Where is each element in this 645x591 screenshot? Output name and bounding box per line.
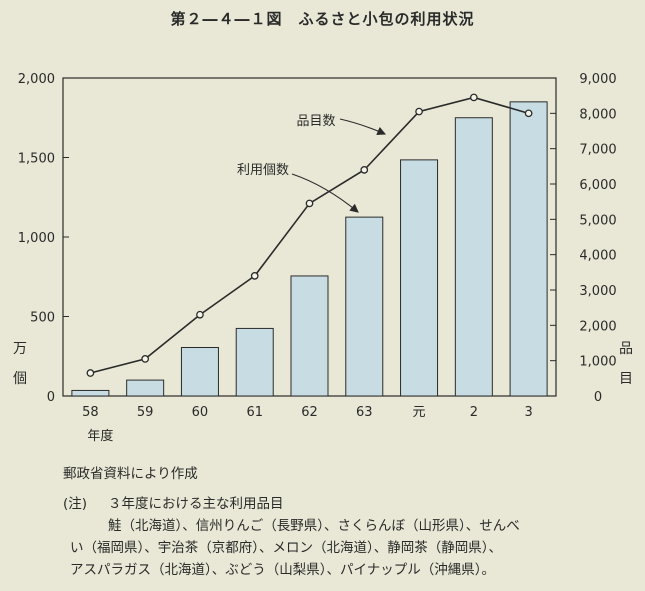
bar: [71, 389, 110, 397]
line-point: [250, 272, 259, 280]
left-axis-unit: 個: [13, 371, 27, 387]
note-heading: ３年度における主な利用品目: [108, 496, 284, 512]
x-tick-label: 61: [246, 405, 263, 420]
left-tick-label: 1,500: [18, 152, 55, 167]
bar: [126, 379, 165, 397]
x-tick-label: 元: [413, 405, 426, 420]
bar: [400, 159, 439, 397]
x-tick-label: 60: [192, 405, 209, 420]
note-line-1: 鮭（北海道）、信州りんご（長野県）、さくらんぼ（山形県）、せんべ: [108, 518, 520, 534]
right-tick-label: 6,000: [579, 178, 616, 193]
bar: [180, 347, 219, 397]
chart-title: 第２―４―１図 ふるさと小包の利用状況: [170, 10, 475, 28]
note-line-2: い（福岡県）、宇治茶（京都府）、メロン（北海道）、静岡茶（静岡県）、: [70, 540, 502, 556]
bar: [454, 117, 493, 397]
line-point: [524, 109, 533, 118]
source-note: 郵政省資料により作成: [63, 466, 198, 482]
x-axis-label: 年度: [87, 428, 113, 444]
line-series-annotation: 品目数: [296, 114, 335, 129]
right-tick-label: 8,000: [579, 107, 616, 122]
x-tick-label: 63: [356, 405, 373, 420]
line-point: [415, 107, 423, 116]
annotation-arrow: [339, 118, 387, 135]
right-axis-unit: 目: [619, 371, 633, 387]
x-tick-label: 58: [82, 405, 99, 420]
annotation-arrow: [291, 173, 359, 213]
right-tick-label: 9,000: [579, 72, 616, 87]
right-axis-unit: 品: [619, 341, 633, 357]
left-tick-label: 500: [30, 311, 55, 326]
left-tick-label: 2,000: [18, 72, 55, 87]
x-tick-label: 3: [524, 405, 532, 420]
bar: [290, 275, 329, 397]
right-tick-label: 4,000: [579, 249, 616, 264]
line-point: [305, 199, 314, 208]
bar: [235, 327, 274, 397]
left-tick-label: 1,000: [18, 231, 55, 246]
left-tick-label: 0: [47, 390, 55, 405]
x-tick-label: 2: [470, 405, 478, 420]
right-tick-label: 3,000: [579, 284, 616, 299]
right-tick-label: 1,000: [579, 355, 616, 370]
note-label: (注): [63, 496, 88, 512]
line-point: [141, 355, 150, 363]
line-point: [360, 166, 369, 174]
bar-series-annotation: 利用個数: [237, 163, 289, 178]
x-tick-label: 62: [301, 405, 318, 420]
left-axis-unit: 万: [13, 341, 27, 357]
right-tick-label: 7,000: [579, 143, 616, 158]
line-point: [196, 310, 204, 319]
right-tick-label: 2,000: [579, 319, 616, 334]
line-point: [86, 369, 95, 377]
right-tick-label: 0: [594, 390, 602, 405]
line-point: [469, 93, 478, 102]
combo-chart: 0 500 1,000 1,500 2,000 0 1,000 2,000 3,000 4,000…: [13, 72, 633, 444]
bar: [509, 101, 548, 397]
note-line-3: アスパラガス（北海道）、ぶどう（山梨県）、パイナップル（沖縄県）。: [70, 562, 495, 578]
right-tick-label: 5,000: [579, 213, 616, 228]
x-tick-label: 59: [137, 405, 154, 420]
bar: [345, 216, 384, 397]
